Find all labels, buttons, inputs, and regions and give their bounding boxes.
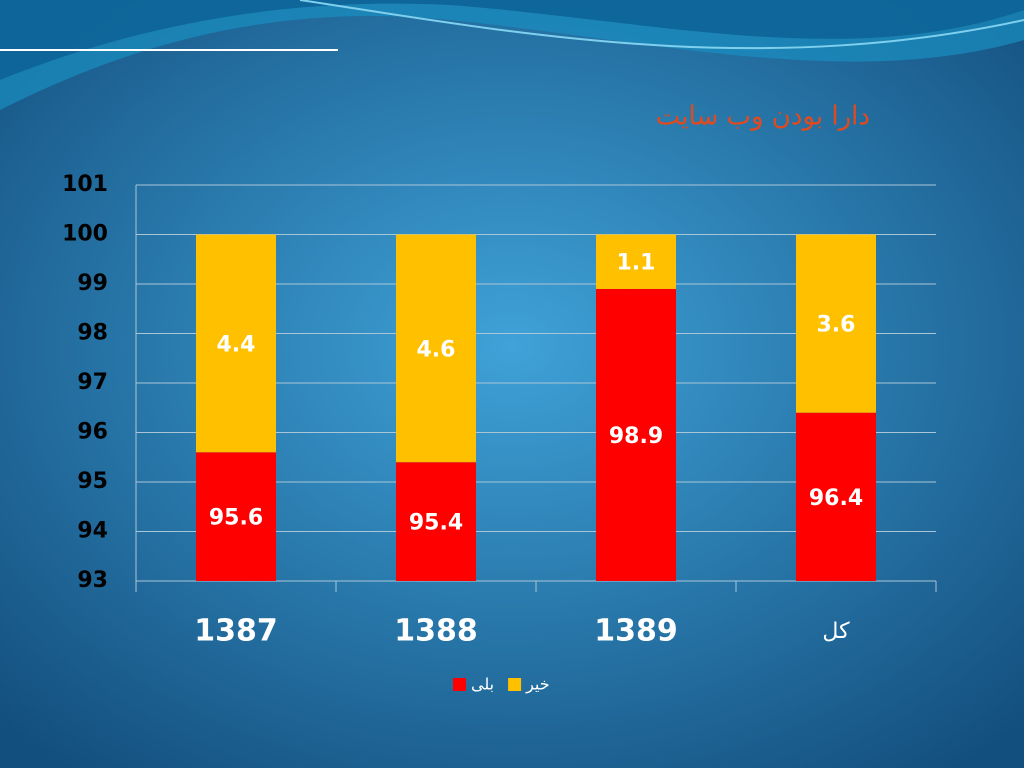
- x-tick-label: 1387: [194, 614, 278, 649]
- data-label: 4.6: [417, 337, 456, 362]
- legend-label: خیر: [525, 675, 550, 695]
- bar-segment: [396, 234, 476, 463]
- y-tick-label: 97: [77, 370, 108, 395]
- wave: [0, 0, 1024, 80]
- data-label: 98.9: [609, 424, 663, 449]
- data-label: 95.4: [409, 511, 463, 536]
- bar-segment: [596, 288, 676, 581]
- y-tick-label: 93: [77, 568, 108, 593]
- legend-swatch: [453, 678, 466, 691]
- bar-segment: [796, 412, 876, 581]
- y-tick-label: 95: [77, 469, 108, 494]
- data-label: 95.6: [209, 506, 263, 531]
- data-label: 1.1: [617, 251, 656, 276]
- y-tick-label: 100: [62, 222, 108, 247]
- bar-segment: [796, 234, 876, 413]
- data-label: 4.4: [217, 332, 256, 357]
- bar-segment: [596, 234, 676, 289]
- x-tick-label: کل: [822, 619, 850, 644]
- wave-line: [299, 0, 1024, 50]
- bar-segment: [196, 234, 276, 453]
- y-tick-label: 96: [77, 420, 108, 445]
- bar-segment: [396, 462, 476, 581]
- y-tick-label: 98: [77, 321, 108, 346]
- y-tick-label: 94: [77, 519, 108, 544]
- legend-label: بلی: [471, 675, 494, 694]
- y-tick-label: 99: [77, 271, 108, 296]
- y-tick-label: 101: [62, 172, 108, 197]
- chart-title: دارا بودن وب سایت: [656, 102, 870, 132]
- bar-segment: [196, 452, 276, 581]
- legend-swatch: [508, 678, 522, 691]
- x-tick-label: 1388: [394, 614, 478, 649]
- data-label: 3.6: [817, 313, 856, 338]
- x-tick-label: 1389: [594, 614, 678, 649]
- data-label: 96.4: [809, 486, 863, 511]
